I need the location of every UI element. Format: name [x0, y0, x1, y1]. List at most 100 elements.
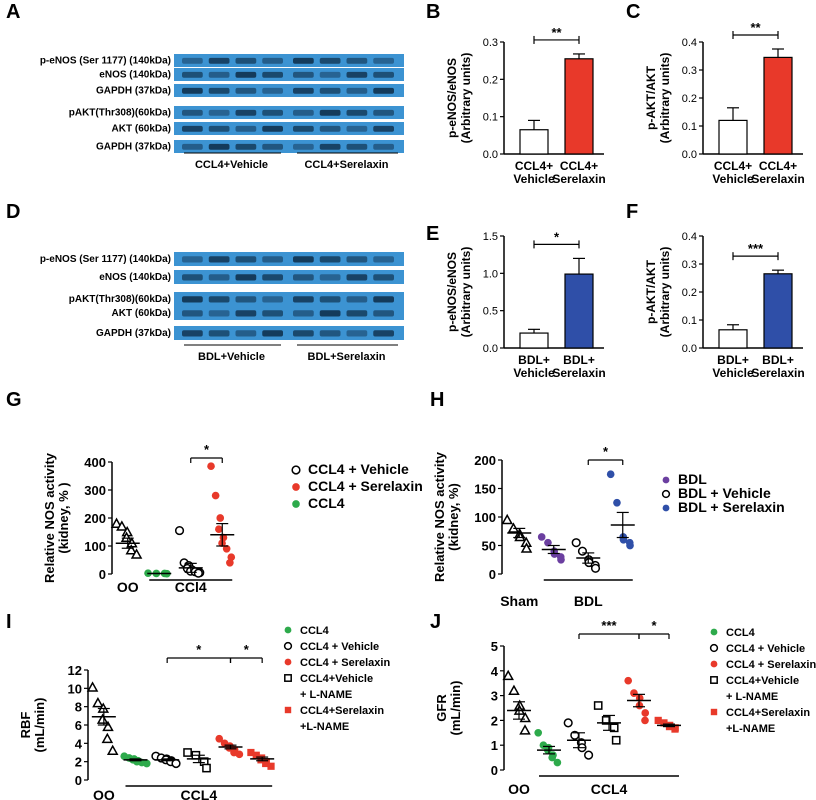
- filled-circle-marker: [626, 541, 634, 550]
- y-tick-label: 12: [68, 663, 82, 678]
- blot-band: [235, 125, 257, 132]
- y-tick-label: 2: [491, 713, 498, 728]
- x-tick-label: Serelaxin: [751, 172, 804, 186]
- significance-label: *: [204, 442, 210, 457]
- filled-circle-marker: [284, 626, 292, 634]
- blot-row-label: pAKT(Thr308)(60kDa): [69, 294, 171, 305]
- filled-circle-marker: [211, 491, 220, 500]
- blot-band: [373, 310, 394, 317]
- open-circle-marker: [283, 641, 293, 651]
- triangle-marker: [120, 531, 133, 542]
- blot-band: [319, 256, 341, 263]
- legend-label: CCL4: [308, 495, 345, 511]
- panel-letter-h: H: [430, 389, 444, 411]
- blot-band: [346, 57, 368, 64]
- x-tick-label: CCL4+: [515, 159, 553, 173]
- blot-band: [293, 87, 314, 94]
- blot-band: [373, 109, 394, 116]
- blot-strip: [174, 326, 404, 340]
- x-tick-label: Serelaxin: [552, 172, 605, 186]
- y-tick-label: 1.0: [483, 268, 498, 280]
- x-group-label: Sham: [500, 593, 538, 609]
- legend-label: +L-NAME: [726, 723, 775, 735]
- blot-band: [262, 87, 283, 94]
- blot-group-label: CCL4+Serelaxin: [304, 159, 388, 171]
- filled-circle-marker: [226, 558, 234, 567]
- y-axis-title: (mL/min): [448, 681, 463, 736]
- blot-band: [373, 57, 394, 64]
- y-axis-title: (kidney, %): [446, 483, 461, 551]
- blot-band: [319, 330, 341, 337]
- blot-band: [235, 256, 257, 263]
- filled-circle-marker: [553, 758, 562, 767]
- blot-d: p-eNOS (Ser 1177) (140kDa) eNOS (140kDa) p…: [40, 252, 404, 363]
- blot-band: [182, 87, 203, 94]
- blot-band: [293, 143, 314, 150]
- blot-band: [235, 296, 257, 303]
- blot-background: [174, 326, 404, 340]
- filled-square-marker: [257, 756, 265, 764]
- y-tick-label: 0.1: [483, 112, 498, 124]
- blot-group-label: BDL+Vehicle: [198, 351, 265, 363]
- significance-label: ***: [748, 241, 764, 256]
- filled-circle-marker: [641, 709, 650, 717]
- triangle-marker: [110, 517, 123, 528]
- y-tick-label: 0.3: [682, 259, 697, 271]
- blot-background: [174, 140, 404, 153]
- y-tick-label: 50: [482, 539, 496, 554]
- blot-strip: [174, 68, 404, 81]
- triangle-marker: [502, 669, 514, 681]
- panel-letter-g: G: [6, 389, 22, 411]
- blot-band: [208, 109, 230, 116]
- panel-letter-f: F: [626, 201, 638, 223]
- open-circle-marker: [709, 643, 719, 653]
- filled-square-marker: [671, 725, 679, 733]
- x-tick-label: Serelaxin: [751, 366, 804, 380]
- open-circle-marker: [661, 489, 671, 499]
- triangle-marker: [514, 530, 526, 542]
- y-tick-label: 8: [75, 700, 82, 715]
- blot-band: [235, 109, 257, 116]
- y-axis-title: GFR: [434, 694, 449, 722]
- y-tick-label: 0.1: [682, 121, 697, 133]
- blot-band: [235, 71, 257, 78]
- blot-band: [346, 125, 368, 132]
- open-circle-marker: [171, 758, 181, 769]
- significance-label: *: [603, 444, 609, 459]
- chart-b: 0.0 0.1 0.2 0.3 p-eNOS/eNOS (Arbitrary units)…: [445, 25, 606, 186]
- triangle-marker: [508, 684, 520, 695]
- x-tick-label: BDL+: [518, 353, 550, 367]
- legend-label: CCL4+Vehicle: [300, 673, 373, 685]
- blot-band: [346, 71, 368, 78]
- blot-band: [346, 87, 368, 94]
- panel-letter-b: B: [426, 1, 440, 23]
- open-square-marker: [611, 735, 621, 745]
- blot-band: [262, 310, 283, 317]
- blot-band: [293, 296, 314, 303]
- panel-letter-e: E: [426, 223, 439, 245]
- blot-band: [208, 310, 230, 317]
- blot-row-label: eNOS (140kDa): [99, 69, 171, 80]
- triangle-marker: [520, 542, 533, 553]
- y-tick-label: 0.4: [682, 231, 697, 243]
- blot-band: [262, 274, 283, 281]
- blot-row-label: GAPDH (37kDa): [96, 85, 171, 96]
- blot-band: [319, 71, 341, 78]
- blot-band: [319, 143, 341, 150]
- y-tick-label: 0.3: [483, 37, 498, 49]
- blot-band: [346, 310, 368, 317]
- blot-band: [208, 330, 230, 337]
- x-tick-label: CCL4+: [560, 159, 598, 173]
- blot-band: [208, 125, 230, 132]
- blot-strip: [174, 292, 404, 306]
- blot-row-label: pAKT(Thr308)(60kDa): [69, 107, 171, 118]
- blot-band: [293, 256, 314, 263]
- y-tick-label: 0.0: [682, 149, 697, 161]
- blot-background: [174, 292, 404, 306]
- filled-circle-marker: [142, 759, 151, 768]
- blot-band: [319, 109, 341, 116]
- y-tick-label: 0: [75, 773, 82, 788]
- filled-circle-marker: [548, 753, 557, 762]
- blot-band: [182, 256, 203, 263]
